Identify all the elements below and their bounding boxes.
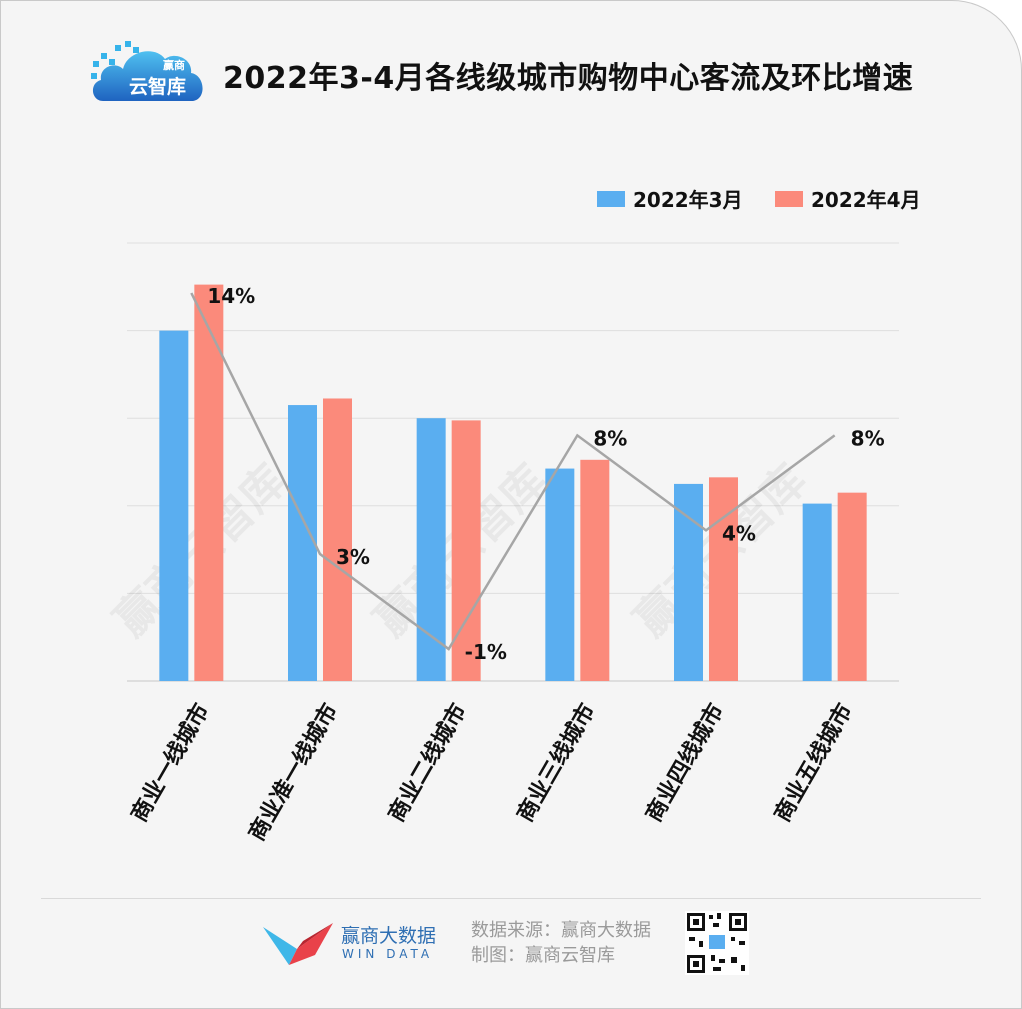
brand-name-cn: 赢商大数据 [341,925,437,947]
growth-rate-label: -1% [465,640,507,664]
legend-label-march: 2022年3月 [633,188,743,212]
legend-swatch-april [775,190,803,207]
windata-logo-icon [263,923,333,965]
bar-march [545,468,575,681]
chart-title: 2022年3-4月各线级城市购物中心客流及环比增速 [223,61,914,96]
cloud-logo-icon: 赢商 云智库 [91,41,203,101]
x-tick-label: 商业一线城市 [126,699,215,826]
brand-name-en: WIN DATA [342,947,434,961]
source-line-data: 数据来源：赢商大数据 [471,920,651,941]
x-tick-label: 商业准一线城市 [244,699,344,845]
footer-divider [41,898,981,899]
bar-march [159,330,189,681]
x-tick-label: 商业五线城市 [769,699,858,826]
x-tick-label: 商业二线城市 [383,699,472,826]
growth-rate-label: 14% [207,284,255,308]
chart-plot: 赢商云智库赢商云智库赢商云智库商业一线城市商业准一线城市商业二线城市商业三线城市… [105,242,899,845]
x-tick-label: 商业四线城市 [641,699,730,826]
bar-march [802,503,832,681]
bar-april [580,459,610,681]
logo-large-text: 云智库 [129,75,186,98]
growth-rate-label: 3% [336,545,370,569]
source-note: 数据来源：赢商大数据 制图：赢商云智库 [471,918,651,968]
legend-item-april: 2022年4月 [775,184,921,213]
legend-item-march: 2022年3月 [597,184,743,213]
legend-label-april: 2022年4月 [811,188,921,212]
legend-swatch-march [597,190,625,207]
growth-rate-label: 8% [851,426,885,450]
qr-code-icon [685,911,749,975]
growth-rate-label: 8% [593,426,627,450]
growth-rate-label: 4% [722,521,756,545]
source-line-chart: 制图：赢商云智库 [471,945,615,966]
bar-april [709,477,738,681]
bar-april [194,284,224,681]
bar-april [837,492,867,681]
windata-brand: 赢商大数据 WIN DATA [263,919,443,969]
bar-march [288,405,317,681]
logo-small-text: 赢商 [163,58,185,72]
bar-april [323,398,352,681]
bar-march [674,483,703,681]
bar-march [416,418,446,681]
x-tick-label: 商业三线城市 [512,699,601,826]
growth-rate-line [190,292,836,651]
